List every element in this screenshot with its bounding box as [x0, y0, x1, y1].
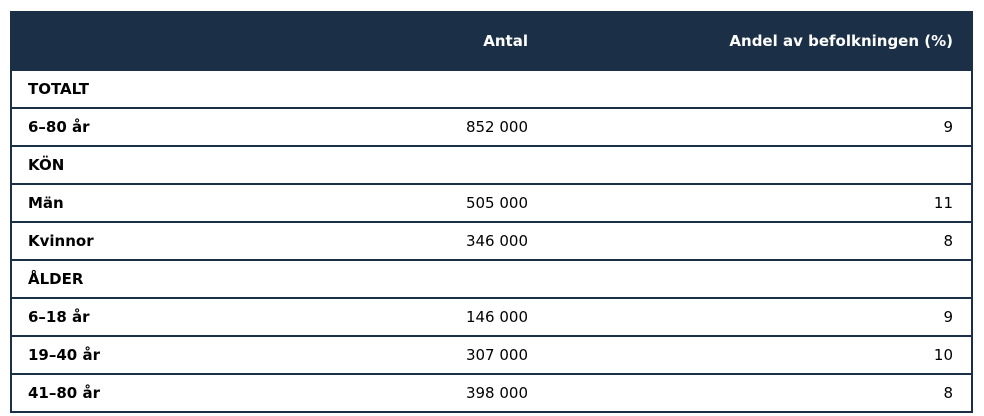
- section-row: TOTALT: [12, 69, 971, 107]
- section-row: ÅLDER: [12, 259, 971, 297]
- table-row: Kvinnor 346 000 8: [12, 221, 971, 259]
- table-header: Antal Andel av befolkningen (%): [12, 13, 971, 69]
- section-row: KÖN: [12, 145, 971, 183]
- table-row: 41–80 år 398 000 8: [12, 373, 971, 411]
- row-label: 41–80 år: [28, 384, 100, 402]
- table-row: Män 505 000 11: [12, 183, 971, 221]
- row-label: KÖN: [28, 156, 65, 174]
- row-label: Män: [28, 194, 64, 212]
- table-row: 19–40 år 307 000 10: [12, 335, 971, 373]
- andel-cell: 9: [943, 308, 953, 326]
- antal-cell: 505 000: [465, 194, 528, 212]
- antal-cell: 346 000: [465, 232, 528, 250]
- antal-cell: 852 000: [465, 118, 528, 136]
- table-row: 6–80 år 852 000 9: [12, 107, 971, 145]
- row-label: Kvinnor: [28, 232, 94, 250]
- andel-cell: 11: [933, 194, 953, 212]
- andel-cell: 8: [943, 232, 953, 250]
- header-andel: Andel av befolkningen (%): [729, 32, 953, 50]
- antal-cell: 307 000: [465, 346, 528, 364]
- header-antal: Antal: [483, 32, 528, 50]
- row-label: TOTALT: [28, 80, 89, 98]
- antal-cell: 146 000: [465, 308, 528, 326]
- antal-cell: 398 000: [465, 384, 528, 402]
- andel-cell: 9: [943, 118, 953, 136]
- andel-cell: 8: [943, 384, 953, 402]
- table-row: 6–18 år 146 000 9: [12, 297, 971, 335]
- row-label: 6–18 år: [28, 308, 90, 326]
- row-label: ÅLDER: [28, 270, 84, 288]
- data-table: Antal Andel av befolkningen (%) TOTALT 6–…: [10, 11, 973, 413]
- row-label: 19–40 år: [28, 346, 100, 364]
- row-label: 6–80 år: [28, 118, 90, 136]
- andel-cell: 10: [933, 346, 953, 364]
